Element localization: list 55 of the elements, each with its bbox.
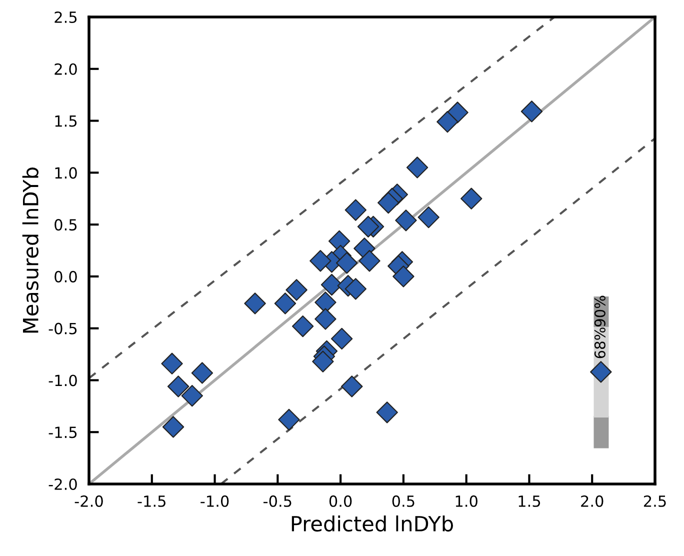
- point: [344, 278, 367, 300]
- point: [336, 252, 358, 274]
- y-tick-label: 2.5: [54, 11, 77, 24]
- y-tick-label: -0.5: [48, 322, 77, 334]
- point: [274, 292, 296, 314]
- point: [278, 408, 300, 431]
- y-tick-label: 0.5: [54, 219, 77, 231]
- point: [244, 292, 266, 314]
- annotation: 90%: [594, 296, 606, 326]
- y-tick-label: -2.0: [48, 478, 77, 490]
- point: [314, 308, 336, 330]
- x-tick-label: -1.5: [138, 496, 166, 507]
- point: [286, 279, 308, 301]
- x-tick-label: -1.0: [200, 495, 229, 507]
- point: [341, 376, 363, 398]
- point: [310, 250, 332, 272]
- point: [590, 361, 612, 383]
- y-tick-label: 0.0: [54, 270, 77, 282]
- x-tick-label: -2.0: [74, 495, 103, 507]
- x-tick-label: -0.5: [264, 495, 292, 507]
- point: [520, 100, 543, 122]
- x-tick-label: 2.0: [581, 495, 604, 507]
- y-tick-label: 1.5: [55, 115, 77, 127]
- x-tick-label: 1.0: [456, 495, 478, 507]
- point: [344, 199, 367, 221]
- y-tick-label: 2.0: [54, 63, 77, 75]
- x-tick-label: 2.5: [644, 495, 666, 507]
- point: [377, 192, 400, 214]
- point: [460, 188, 482, 210]
- x-axis-title: Predicted lnDYb: [292, 515, 453, 532]
- point: [358, 250, 380, 272]
- point: [376, 402, 398, 424]
- point: [395, 210, 417, 232]
- point: [161, 352, 183, 374]
- y-tick-label: 1.0: [55, 167, 77, 179]
- point: [292, 315, 314, 338]
- point: [312, 350, 334, 372]
- point: [357, 216, 380, 238]
- point: [418, 206, 440, 228]
- point: [392, 266, 414, 288]
- point: [191, 362, 214, 384]
- y-tick-label: -1.5: [48, 426, 77, 438]
- x-tick-label: 1.5: [518, 496, 540, 507]
- x-tick-label: 0.0: [329, 495, 352, 507]
- point: [181, 384, 203, 407]
- point: [446, 102, 468, 124]
- point: [162, 416, 184, 438]
- point: [167, 376, 190, 398]
- x-tick-label: 0.5: [392, 495, 414, 507]
- point: [330, 328, 353, 350]
- point: [436, 110, 458, 133]
- point: [406, 156, 428, 178]
- y-tick-label: -1.0: [48, 374, 77, 386]
- y-axis-title: Measured lnDYb: [22, 168, 38, 333]
- annotation: 68%: [594, 328, 606, 358]
